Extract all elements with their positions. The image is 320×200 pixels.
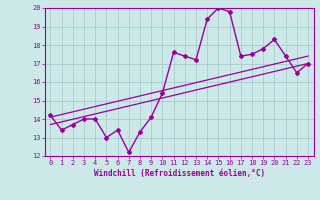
X-axis label: Windchill (Refroidissement éolien,°C): Windchill (Refroidissement éolien,°C) (94, 169, 265, 178)
